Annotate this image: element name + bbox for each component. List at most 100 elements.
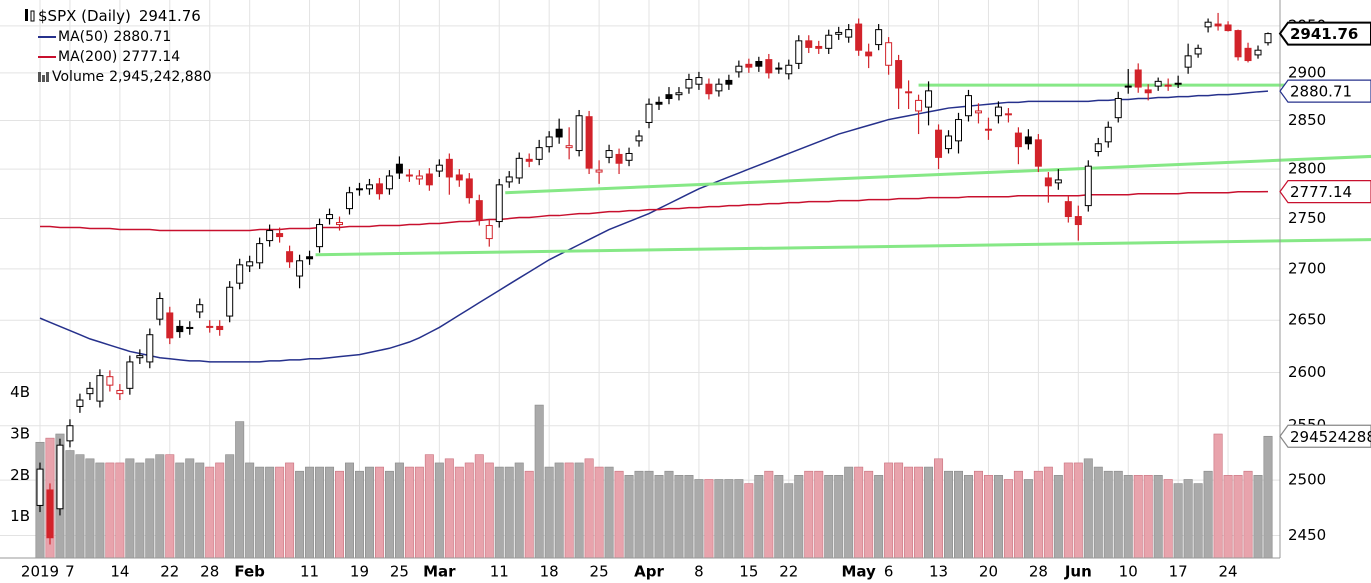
candle-body (845, 29, 853, 38)
volume-tag-box (1279, 424, 1371, 448)
candle-body (1114, 97, 1122, 119)
volume-bar (384, 470, 394, 559)
candle-body (585, 116, 593, 169)
volume-bar (864, 470, 874, 559)
candle-body (286, 251, 294, 263)
volume-bar (205, 466, 215, 559)
candle-body (565, 145, 573, 149)
candle-body (375, 183, 383, 195)
volume-bar (534, 404, 544, 559)
x-tick-label: 25 (390, 563, 409, 581)
volume-bar (1063, 462, 1073, 559)
candle-body (435, 164, 443, 172)
candle-body (865, 51, 873, 57)
volume-bar (944, 470, 954, 559)
volume-bar (594, 466, 604, 559)
candle-body (955, 119, 963, 142)
volume-bar (474, 454, 484, 559)
candle-body (226, 286, 234, 317)
volume-bar (1153, 475, 1163, 559)
legend-value: 2880.71 (113, 29, 171, 45)
volume-bar (75, 454, 85, 559)
volume-bar (1113, 470, 1123, 559)
volume-tick-label: 4B (10, 383, 30, 401)
volume-bar (674, 475, 684, 559)
volume-bar (804, 470, 814, 559)
volume-bar (1083, 458, 1093, 559)
candle-body (1044, 177, 1052, 187)
volume-bar (105, 462, 115, 559)
candle-body (525, 158, 533, 162)
volume-bar (614, 470, 624, 559)
volume-bar (1053, 475, 1063, 559)
volume-bar (235, 421, 245, 559)
volume-bar (844, 466, 854, 559)
volume-bar (315, 466, 325, 559)
volume-bar (714, 479, 724, 559)
ma-line (40, 190, 1269, 232)
candle-body (136, 355, 144, 359)
volume-bar (414, 466, 424, 559)
candle-body (595, 169, 603, 173)
candle-body (1224, 24, 1232, 32)
candle-body (795, 40, 803, 64)
volume-bar (354, 470, 364, 559)
candle-body (425, 173, 433, 186)
candle-body (146, 334, 154, 363)
candle-body (1184, 55, 1192, 68)
candle-body (1154, 80, 1162, 87)
legend-value: 2777.14 (122, 49, 180, 65)
volume-bar (644, 470, 654, 559)
candle-body (96, 375, 104, 402)
volume-bar (993, 475, 1003, 559)
candle-body (106, 376, 114, 386)
volume-bar (1183, 479, 1193, 559)
volume-bar (1103, 470, 1113, 559)
volume-bar (884, 462, 894, 559)
candle-body (705, 83, 713, 95)
candle-body (495, 184, 503, 223)
candle-body (984, 128, 992, 131)
volume-bar (454, 466, 464, 559)
x-tick-label: 6 (884, 563, 894, 581)
candle-body (56, 444, 64, 510)
ma-tag-box (1279, 180, 1371, 204)
volume-bar (1133, 475, 1143, 559)
y-tick-label: 2850 (1288, 111, 1326, 129)
candle-body (415, 175, 423, 180)
candle-body (126, 361, 134, 389)
volume-bar (654, 475, 664, 559)
volume-bar (983, 475, 993, 559)
x-tick-label: Apr (634, 563, 664, 581)
volume-bar (345, 462, 354, 559)
candle-body (605, 150, 613, 158)
volume-bar (1143, 475, 1153, 559)
candle-body (365, 184, 373, 190)
candle-body (555, 128, 563, 138)
x-tick-label: 28 (200, 563, 219, 581)
volume-bar (774, 475, 784, 559)
volume-bar (744, 483, 754, 559)
volume-bar (824, 475, 834, 559)
candle-body (455, 174, 463, 181)
ma-line (39, 90, 1269, 363)
volume-bar (694, 479, 704, 559)
volume-bar (225, 454, 235, 559)
x-tick-label: 18 (540, 563, 559, 581)
trendline (315, 238, 1371, 257)
candle-body (296, 260, 304, 277)
x-tick-label: Feb (234, 563, 265, 581)
candle-body (815, 45, 823, 49)
x-tick-label: 19 (350, 563, 369, 581)
candle-body (645, 103, 653, 123)
volume-bar (574, 462, 584, 559)
volume-bar (834, 475, 844, 559)
y-tick-label: 2800 (1288, 160, 1326, 178)
candle-body (1134, 69, 1142, 88)
y-tick-label: 2750 (1288, 209, 1326, 227)
candle-body (1084, 165, 1092, 207)
legend-value: 2941.76 (139, 7, 201, 25)
volume-bar (1253, 475, 1263, 559)
candle-body (1074, 216, 1082, 226)
volume-bar (584, 458, 594, 559)
